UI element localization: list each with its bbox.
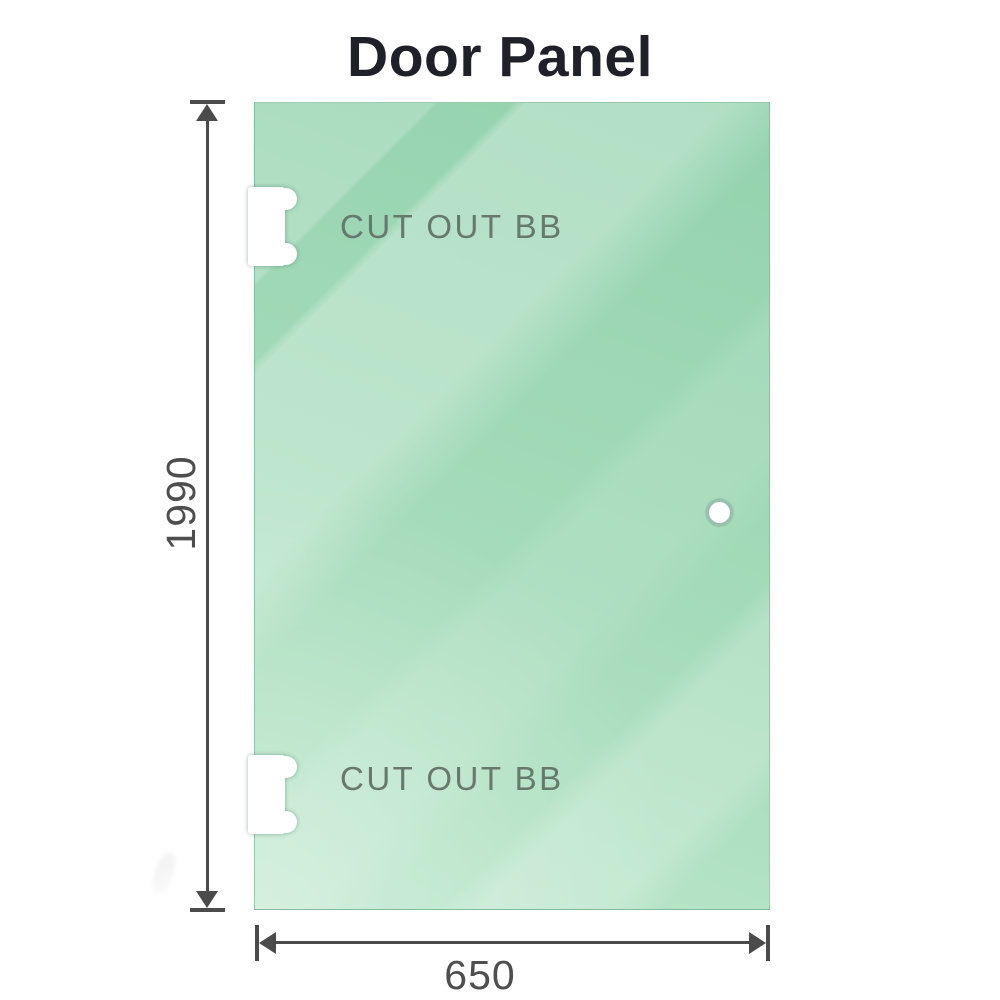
arrow-left-icon bbox=[259, 932, 276, 954]
dimension-line-horizontal bbox=[262, 941, 762, 944]
glass-panel: CUT OUT BB CUT OUT BB bbox=[248, 102, 770, 910]
dimension-line-vertical bbox=[206, 110, 209, 902]
cutout-label-top: CUT OUT BB bbox=[340, 208, 564, 245]
dimension-cap-bottom bbox=[190, 908, 225, 912]
dimension-tick-right bbox=[766, 925, 770, 961]
page-title: Door Panel bbox=[347, 25, 653, 89]
arrow-down-icon bbox=[196, 891, 218, 908]
scan-smudge bbox=[148, 850, 180, 896]
hinge-cutout-bottom-icon bbox=[248, 755, 297, 834]
arrow-up-icon bbox=[196, 104, 218, 121]
width-dimension-value: 650 bbox=[444, 952, 516, 998]
cutout-label-bottom: CUT OUT BB bbox=[340, 760, 564, 797]
handle-hole-icon bbox=[706, 499, 733, 526]
dimension-cap-top bbox=[190, 100, 225, 104]
hinge-cutout-top-icon bbox=[248, 187, 297, 266]
height-dimension-value: 1990 bbox=[158, 455, 204, 551]
dimension-tick-left bbox=[255, 925, 259, 961]
arrow-right-icon bbox=[749, 932, 766, 954]
